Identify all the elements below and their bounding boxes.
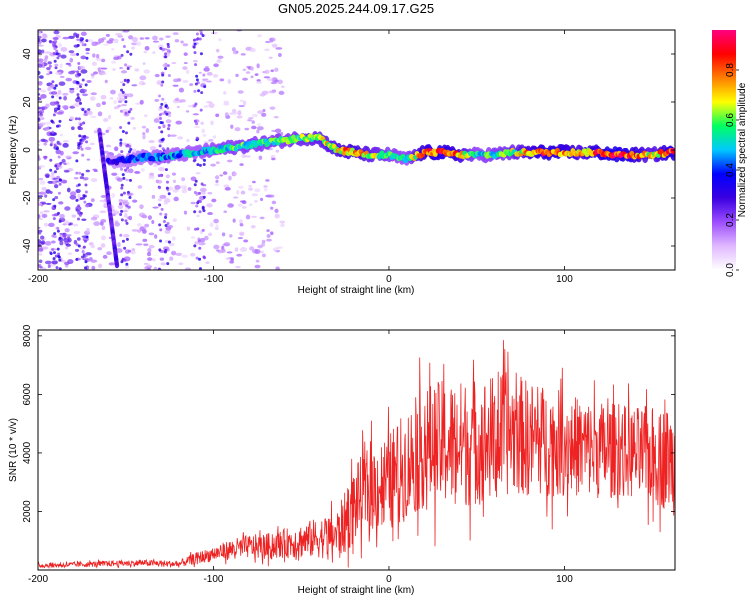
colorbar-label: Normalized spectral amplitude [737,82,748,217]
snr-x-ticks: -200 -100 0 100 [28,330,573,585]
spectrogram-x-tick-label: -200 [28,274,48,285]
spectrogram-streak [97,127,120,269]
spectrogram-x-tick-label: 100 [556,274,573,285]
spectrogram-y-tick-label: -20 [22,190,33,205]
colorbar-tick-label: 0.0 [725,263,736,277]
spectrogram-y-tick-label: 20 [22,96,33,108]
spectrogram-y-tick-label: -40 [22,238,33,253]
spectrogram-y-ticks: -40 -20 0 20 40 [22,48,675,253]
colorbar-tick-label: 0.4 [725,163,736,177]
spectrogram-x-tick-label: 0 [386,274,392,285]
snr-y-tick-label: 8000 [22,324,33,347]
colorbar-tick-label: 0.8 [725,63,736,77]
snr-y-tick-label: 6000 [22,383,33,406]
colorbar-tick-label: 0.6 [725,113,736,127]
snr-x-tick-label: -200 [28,574,48,585]
snr-x-tick-label: 0 [386,574,392,585]
snr-y-ticks: 2000 4000 6000 8000 [22,324,675,523]
spectrogram-y-tick-label: 40 [22,48,33,60]
snr-series-line [38,340,675,570]
snr-frame [37,329,676,571]
snr-x-tick-label: 100 [556,574,573,585]
colorbar-gradient [712,30,736,270]
spectrogram-ridge [104,130,675,170]
colorbar-ticks: 0.0 0.2 0.4 0.6 0.8 [725,63,739,277]
colorbar-tick-label: 0.2 [725,213,736,227]
snr-x-axis-title: Height of straight line (km) [298,585,415,596]
colorbar: 0.0 0.2 0.4 0.6 0.8 Normalized spectral ampl… [712,30,748,277]
snr-x-tick-label: -100 [203,574,223,585]
spectrogram-noise [38,30,286,270]
spectrogram-x-tick-label: -100 [203,274,223,285]
snr-background [38,330,675,570]
figure-title: GN05.2025.244.09.17.G25 [278,1,434,16]
spectrogram-y-axis-title: Frequency (Hz) [8,116,19,185]
snr-panel: -200 -100 0 100 2000 4000 6000 8000 Height of … [8,324,676,596]
snr-y-tick-label: 2000 [22,500,33,523]
spectrogram-x-ticks: -200 -100 0 100 [28,30,573,285]
spectrogram-x-axis-title: Height of straight line (km) [298,285,415,296]
snr-y-axis-title: SNR (10 * v/v) [8,418,19,482]
snr-y-tick-label: 4000 [22,441,33,464]
spectrogram-y-tick-label: 0 [22,147,33,153]
